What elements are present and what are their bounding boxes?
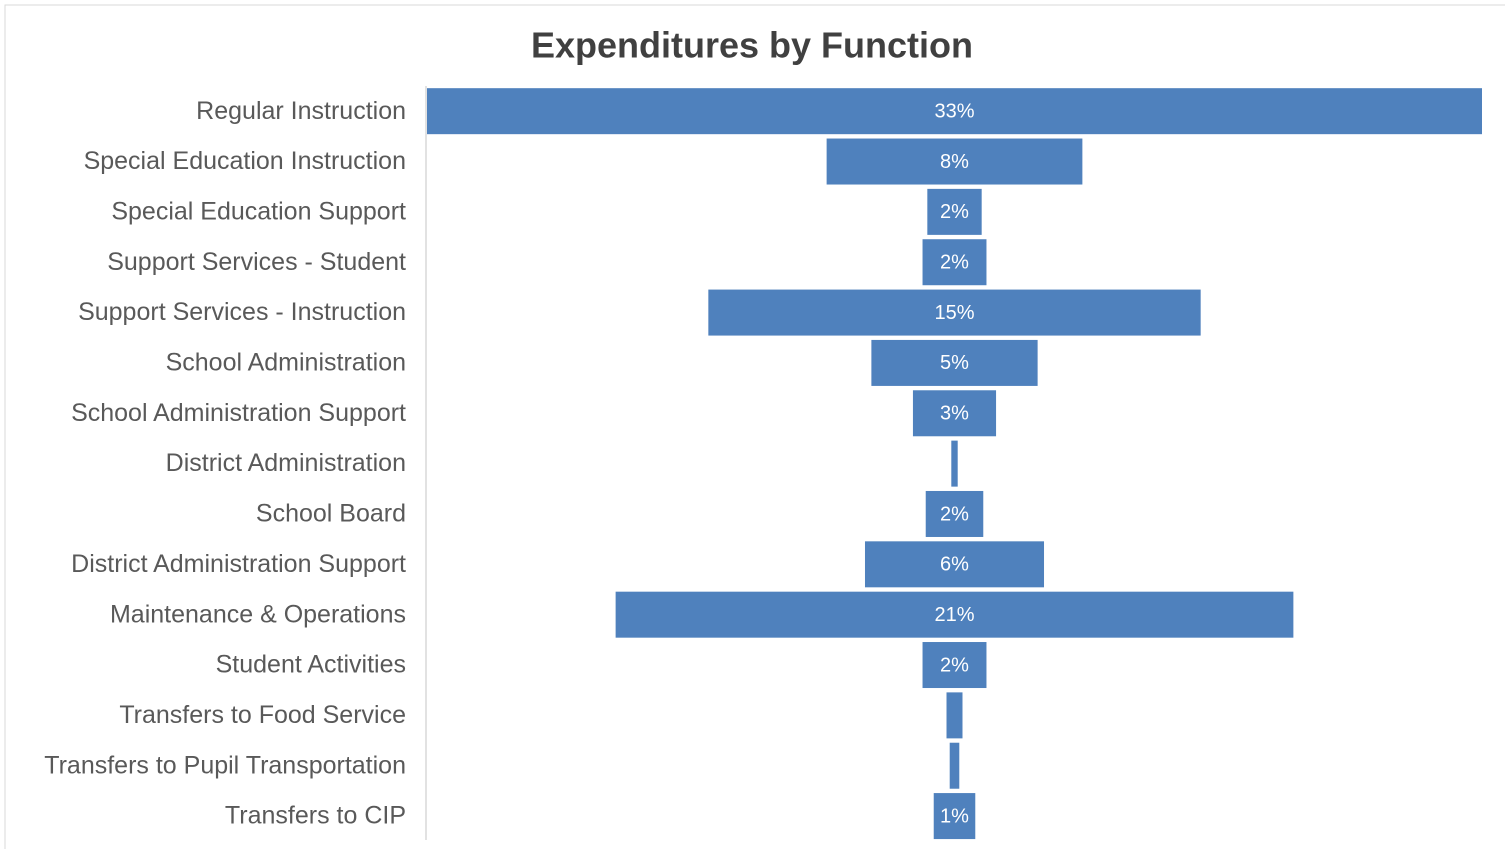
category-label: Transfers to CIP	[225, 802, 406, 830]
category-label: District Administration	[166, 449, 406, 477]
category-label: School Administration Support	[71, 399, 406, 427]
bar	[951, 440, 958, 487]
bar	[946, 692, 963, 739]
bar	[933, 793, 976, 840]
data-label: 15%	[934, 302, 974, 324]
bar	[864, 541, 1045, 588]
bar	[912, 390, 997, 437]
chart-border	[4, 4, 1505, 849]
data-label: 2%	[940, 252, 969, 274]
data-label: 21%	[934, 604, 974, 626]
category-label: School Administration	[166, 349, 406, 377]
category-label: Student Activities	[216, 651, 406, 679]
category-label: District Administration Support	[71, 550, 406, 578]
data-label: 2%	[940, 654, 969, 676]
bar	[927, 188, 982, 235]
category-label: Regular Instruction	[196, 97, 406, 125]
bar	[925, 490, 984, 537]
bar	[922, 642, 987, 689]
category-label: Special Education Support	[111, 197, 406, 225]
bar	[871, 339, 1038, 386]
category-label: Special Education Instruction	[84, 147, 406, 175]
chart-title: Expenditures by Function	[531, 25, 973, 66]
data-label: 2%	[940, 201, 969, 223]
data-label: 8%	[940, 151, 969, 173]
category-label: Transfers to Pupil Transportation	[44, 751, 406, 779]
bar	[708, 289, 1201, 336]
bar	[922, 239, 987, 286]
bar	[826, 138, 1083, 185]
category-label: School Board	[256, 500, 406, 528]
data-label: 1%	[940, 805, 969, 827]
data-label: 5%	[940, 352, 969, 374]
data-label: 2%	[940, 503, 969, 525]
data-label: 6%	[940, 554, 969, 576]
category-label: Transfers to Food Service	[119, 701, 406, 729]
bar	[615, 591, 1294, 638]
bar	[949, 742, 960, 789]
category-label: Support Services - Student	[107, 248, 406, 276]
data-label: 3%	[940, 403, 969, 425]
data-label: 33%	[934, 100, 974, 122]
category-label: Support Services - Instruction	[78, 298, 406, 326]
bar	[427, 88, 1482, 135]
category-label: Maintenance & Operations	[110, 600, 406, 628]
